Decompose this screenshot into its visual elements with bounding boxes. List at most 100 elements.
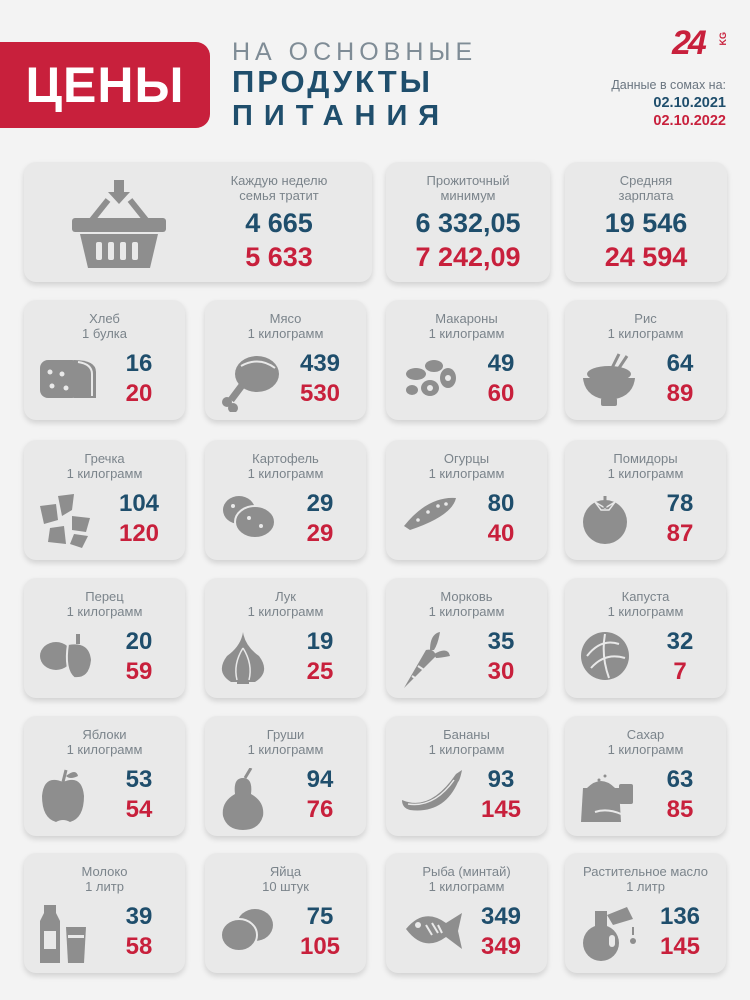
product-label: Макароны 1 килограмм	[386, 311, 547, 341]
product-name: Помидоры	[613, 451, 678, 466]
price-old: 78	[666, 490, 694, 517]
rice-bowl-icon	[579, 352, 641, 408]
summary-value-new: 7 242,09	[415, 242, 521, 272]
potato-icon	[219, 492, 279, 540]
product-card: Яйца 10 штук 75 105	[205, 853, 366, 973]
logo-number: 24	[672, 24, 707, 62]
pear-icon	[219, 768, 267, 832]
title-line-3: ПИТАНИЯ	[232, 100, 451, 132]
product-unit: 1 килограмм	[247, 326, 324, 341]
product-label: Картофель 1 килограмм	[205, 451, 366, 481]
product-unit: 1 литр	[626, 879, 665, 894]
summary-card-average-salary: Средняя зарплата 19 546 24 594	[565, 162, 727, 282]
product-card: Огурцы 1 килограмм 80 40	[386, 440, 547, 560]
product-label: Яйца 10 штук	[205, 864, 366, 894]
price-old: 93	[487, 766, 515, 793]
product-unit: 1 килограмм	[607, 326, 684, 341]
product-name: Груши	[266, 727, 305, 742]
product-label: Яблоки 1 килограмм	[24, 727, 185, 757]
product-unit: 1 килограмм	[428, 742, 505, 757]
banana-icon	[400, 768, 464, 814]
basket-icon	[64, 178, 174, 270]
product-card: Перец 1 килограмм 20 59	[24, 578, 185, 698]
price-old: 32	[666, 628, 694, 655]
summary-value-new: 5 633	[245, 242, 313, 272]
product-unit: 1 килограмм	[607, 742, 684, 757]
product-name: Лук	[275, 589, 296, 604]
product-name: Молоко	[81, 864, 128, 879]
product-unit: 1 килограмм	[428, 604, 505, 619]
product-name: Мясо	[269, 311, 302, 326]
product-card: Сахар 1 килограмм 63 85	[565, 716, 726, 836]
summary-label: Средняя зарплата	[618, 173, 674, 203]
title-line-2: ПРОДУКТЫ	[232, 64, 433, 99]
product-card: Морковь 1 килограмм 35 30	[386, 578, 547, 698]
price-new: 89	[666, 380, 694, 407]
product-unit: 10 штук	[262, 879, 309, 894]
product-unit: 1 килограмм	[247, 466, 324, 481]
product-label: Помидоры 1 килограмм	[565, 451, 726, 481]
oil-icon	[579, 905, 641, 963]
logo-24kg: 24 KG	[672, 26, 730, 60]
price-old: 349	[480, 903, 522, 930]
product-label: Перец 1 килограмм	[24, 589, 185, 619]
price-old: 19	[306, 628, 334, 655]
product-card: Капуста 1 килограмм 32 7	[565, 578, 726, 698]
product-name: Огурцы	[443, 451, 490, 466]
price-old: 35	[487, 628, 515, 655]
price-old: 29	[306, 490, 334, 517]
product-label: Мясо 1 килограмм	[205, 311, 366, 341]
price-new: 25	[306, 658, 334, 685]
product-card: Картофель 1 килограмм 29 29	[205, 440, 366, 560]
milk-icon	[38, 905, 90, 965]
bread-icon	[38, 352, 100, 402]
summary-value-new: 24 594	[604, 242, 688, 272]
product-name: Макароны	[435, 311, 498, 326]
product-unit: 1 килограмм	[66, 742, 143, 757]
summary-value-old: 4 665	[245, 208, 313, 238]
product-name: Бананы	[443, 727, 490, 742]
product-card: Мясо 1 килограмм 439 530	[205, 300, 366, 420]
product-card: Рис 1 килограмм 64 89	[565, 300, 726, 420]
summary-value-old: 19 546	[604, 208, 688, 238]
price-old: 439	[299, 350, 341, 377]
product-unit: 1 килограмм	[428, 326, 505, 341]
price-old: 53	[125, 766, 153, 793]
product-name: Капуста	[621, 589, 670, 604]
price-new: 20	[125, 380, 153, 407]
price-new: 85	[666, 796, 694, 823]
price-new: 60	[487, 380, 515, 407]
product-label: Молоко 1 литр	[24, 864, 185, 894]
product-name: Растительное масло	[582, 864, 709, 879]
product-card: Хлеб 1 булка 16 20	[24, 300, 185, 420]
product-unit: 1 килограмм	[607, 604, 684, 619]
cucumber-icon	[400, 492, 460, 532]
product-unit: 1 килограмм	[247, 604, 324, 619]
product-card: Лук 1 килограмм 19 25	[205, 578, 366, 698]
tomato-icon	[579, 492, 631, 544]
price-new: 7	[673, 658, 687, 685]
price-old: 64	[666, 350, 694, 377]
product-unit: 1 килограмм	[66, 604, 143, 619]
price-new: 76	[306, 796, 334, 823]
summary-card-subsistence-minimum: Прожиточный минимум 6 332,05 7 242,09	[386, 162, 550, 282]
product-label: Капуста 1 килограмм	[565, 589, 726, 619]
price-new: 105	[299, 933, 341, 960]
product-name: Рис	[634, 311, 657, 326]
prices-badge: ЦЕНЫ	[0, 42, 210, 128]
product-name: Яблоки	[82, 727, 127, 742]
price-old: 136	[659, 903, 701, 930]
cabbage-icon	[579, 630, 631, 682]
price-new: 58	[125, 933, 153, 960]
summary-label: Прожиточный минимум	[426, 173, 510, 203]
pasta-icon	[400, 352, 462, 400]
product-card: Рыба (минтай) 1 килограмм 349 349	[386, 853, 547, 973]
product-card: Гречка 1 килограмм 104 120	[24, 440, 185, 560]
product-label: Рис 1 килограмм	[565, 311, 726, 341]
price-new: 120	[118, 520, 160, 547]
price-old: 39	[125, 903, 153, 930]
product-name: Перец	[85, 589, 124, 604]
summary-value-old: 6 332,05	[415, 208, 521, 238]
price-old: 94	[306, 766, 334, 793]
product-label: Рыба (минтай) 1 килограмм	[386, 864, 547, 894]
